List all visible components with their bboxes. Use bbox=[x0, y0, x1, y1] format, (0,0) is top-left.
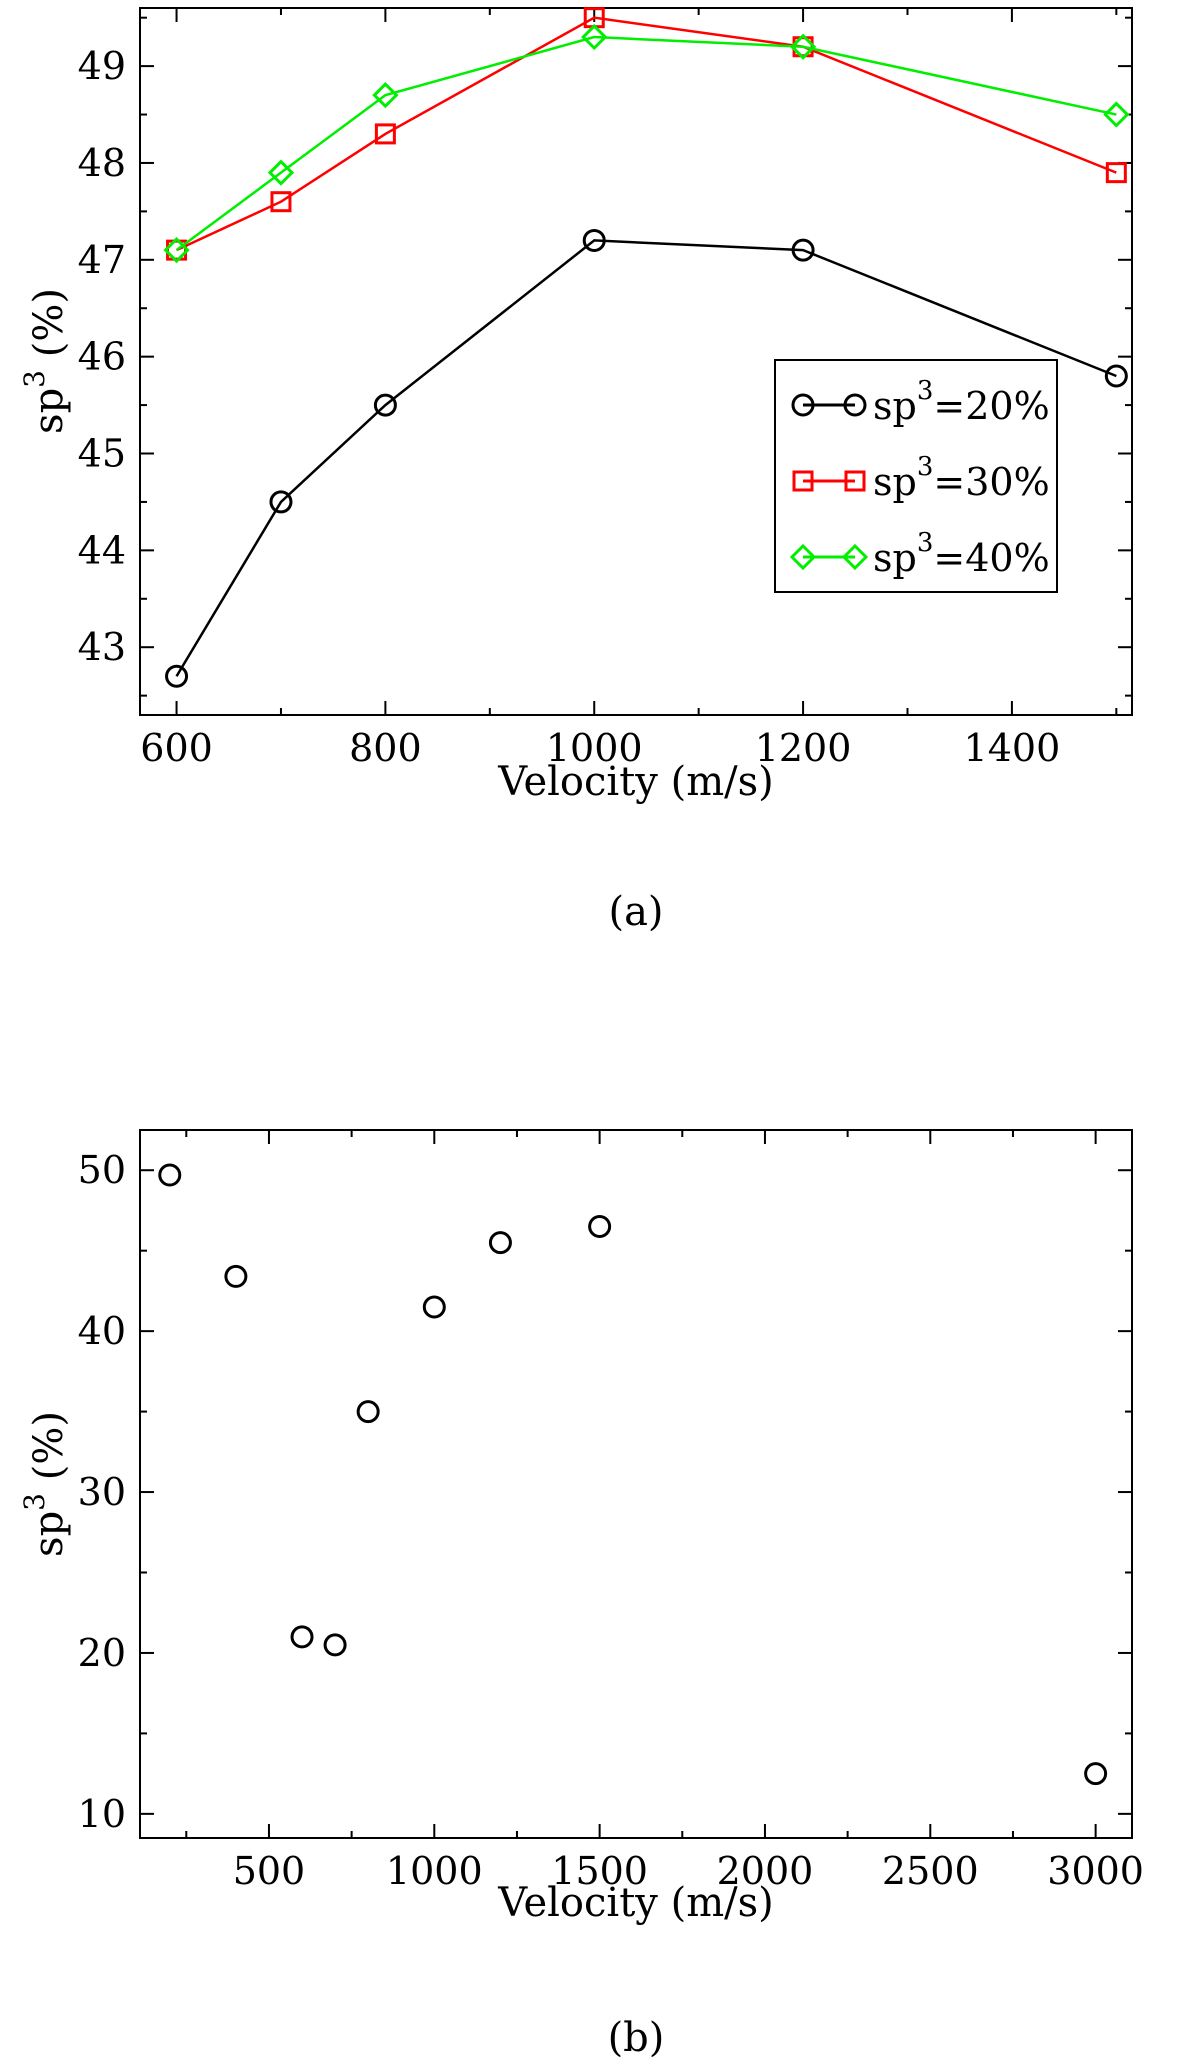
chart-b-xtick-label: 2000 bbox=[717, 1849, 814, 1893]
chart-a-series-0-line bbox=[175, 239, 1117, 677]
chart-a-xtick-label: 600 bbox=[140, 726, 213, 770]
chart-a-legend-label-1: sp3=30% bbox=[873, 452, 1050, 504]
chart-a-series-1-line bbox=[176, 16, 1117, 252]
chart-a-legend-marker-0-right bbox=[843, 393, 867, 417]
chart-a-legend-marker-2-left bbox=[789, 543, 817, 571]
chart-a-xtick-label: 1400 bbox=[964, 726, 1061, 770]
chart-b-series-0-point bbox=[158, 1163, 182, 1187]
chart-a-series-1-point bbox=[1105, 162, 1127, 184]
chart-a-legend-box bbox=[774, 359, 1058, 593]
chart-b-series-0-point bbox=[588, 1215, 612, 1239]
chart-a-series bbox=[163, 7, 1130, 688]
chart-a-series-2-point bbox=[581, 23, 608, 51]
chart-b-xtick-label: 500 bbox=[233, 1849, 306, 1893]
chart-b-ytick-label: 40 bbox=[78, 1309, 126, 1353]
chart-b-ytick-label: 20 bbox=[78, 1631, 126, 1675]
chart-b-ytick-label: 10 bbox=[78, 1792, 126, 1836]
chart-a-xtick-label: 1000 bbox=[546, 726, 643, 770]
chart-b-xtick-label: 1000 bbox=[386, 1849, 483, 1893]
chart-a-legend-items: sp3=20% sp3=30% sp3=40% bbox=[789, 376, 1050, 580]
chart-b-series-0-point bbox=[1084, 1762, 1108, 1786]
chart-b: 500 1000 1500 2000 2500 3000 10 20 30 40 50 Veloci… bbox=[18, 1129, 1144, 2061]
chart-a-ytick-label: 44 bbox=[78, 528, 126, 572]
chart-a-series-0-point bbox=[791, 238, 815, 262]
chart-a-series-2-point bbox=[267, 159, 295, 186]
chart-a-series-2-point bbox=[163, 237, 190, 264]
chart-b-series-0-point bbox=[488, 1231, 512, 1255]
chart-b-xtick-label: 1500 bbox=[551, 1849, 648, 1893]
chart-b-series-0-point bbox=[290, 1625, 314, 1649]
chart-b-xtick-label: 3000 bbox=[1047, 1849, 1144, 1893]
chart-a-legend-marker-2-right bbox=[841, 543, 869, 571]
chart-a-ytick-label: 48 bbox=[78, 141, 126, 185]
chart-a-legend-label-0: sp3=20% bbox=[873, 376, 1050, 428]
chart-a-series-2-point bbox=[789, 33, 817, 60]
chart-a-series-0-point bbox=[165, 664, 189, 688]
chart-a-ytick-label: 47 bbox=[78, 238, 126, 282]
chart-a-series-0-point bbox=[582, 228, 606, 252]
chart-a-legend-marker-1-right bbox=[844, 470, 866, 492]
chart-b-series bbox=[158, 1163, 1108, 1786]
chart-a-series-1-point bbox=[374, 123, 396, 145]
chart-a-ytick-label: 45 bbox=[78, 432, 126, 476]
chart-a-xtick-label: 1200 bbox=[755, 726, 852, 770]
chart-a-series-0-point bbox=[1104, 364, 1128, 388]
chart-a-legend-label-2: sp3=40% bbox=[873, 528, 1050, 580]
chart-b-plot-frame bbox=[139, 1129, 1133, 1839]
chart-b-series-0-point bbox=[224, 1264, 248, 1288]
chart-b-xlabel: Velocity (m/s) bbox=[497, 1880, 774, 1926]
chart-a-ylabel: sp3 (%) bbox=[18, 288, 72, 434]
chart-a-legend-marker-0-left bbox=[791, 393, 815, 417]
chart-a: 600 800 1000 1200 1400 43 44 45 46 47 48 49 Velocit… bbox=[18, 7, 1133, 935]
chart-b-series-0-point bbox=[356, 1400, 380, 1424]
chart-b-series-0-point bbox=[323, 1633, 347, 1657]
chart-a-series-0-point bbox=[373, 393, 397, 417]
chart-a-series-2-point bbox=[1103, 101, 1130, 128]
chart-a-legend-marker-1-left bbox=[792, 470, 814, 492]
chart-a-ytick-label: 46 bbox=[78, 335, 126, 379]
chart-b-ticks: 500 1000 1500 2000 2500 3000 10 20 30 40 50 bbox=[78, 1130, 1144, 1893]
chart-a-series-2-line bbox=[175, 35, 1117, 252]
chart-a-ytick-label: 49 bbox=[78, 44, 126, 88]
chart-b-ylabel: sp3 (%) bbox=[18, 1411, 72, 1557]
chart-a-xtick-label: 800 bbox=[349, 726, 422, 770]
chart-a-caption: (a) bbox=[608, 889, 663, 935]
chart-a-ytick-label: 43 bbox=[78, 625, 126, 669]
chart-b-series-0-point bbox=[422, 1295, 446, 1319]
chart-a-ticks: 600 800 1000 1200 1400 43 44 45 46 47 48 49 bbox=[78, 8, 1132, 770]
chart-b-ytick-label: 50 bbox=[78, 1148, 126, 1192]
chart-b-xtick-label: 2500 bbox=[882, 1849, 979, 1893]
chart-b-caption: (b) bbox=[608, 2015, 665, 2061]
chart-b-ytick-label: 30 bbox=[78, 1470, 126, 1514]
chart-a-xlabel: Velocity (m/s) bbox=[497, 759, 774, 805]
chart-a-series-2-point bbox=[372, 82, 399, 109]
chart-a-plot-frame bbox=[139, 7, 1133, 716]
chart-a-series-0-point bbox=[269, 490, 293, 514]
chart-a-series-1-point bbox=[270, 191, 292, 213]
chart-a-legend: sp3=20% sp3=30% sp3=40% bbox=[774, 359, 1058, 593]
